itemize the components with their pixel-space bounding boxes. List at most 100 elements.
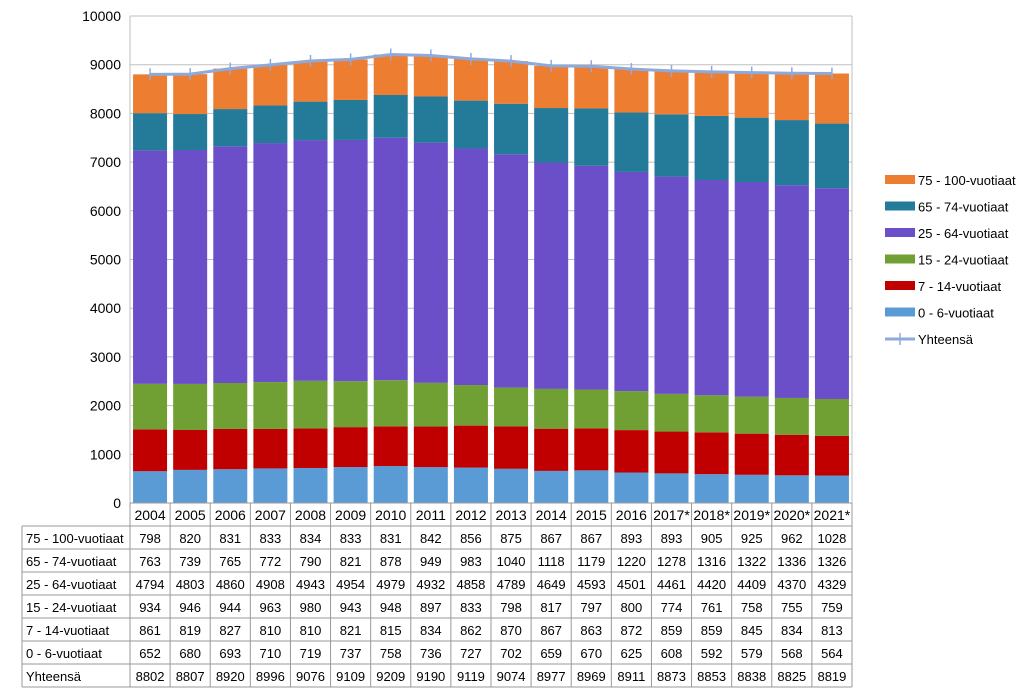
- x-tick-label: 2019*: [733, 507, 770, 523]
- table-cell-value: 9209: [376, 669, 405, 684]
- table-cell-value: 774: [661, 600, 683, 615]
- table-cell-value: 8802: [136, 669, 165, 684]
- y-axis: 0 1000 2000 3000 4000 5000 6000 7000 8000 9000 100…: [82, 8, 121, 511]
- bar-segment: [654, 473, 689, 503]
- bar-segment: [734, 72, 769, 118]
- y-tick-label: 6000: [90, 203, 121, 219]
- table-cell-value: 702: [500, 646, 522, 661]
- bar-segment: [734, 182, 769, 397]
- table-cell-value: 934: [139, 600, 161, 615]
- bar-segment: [494, 468, 529, 503]
- x-tick-label: 2015: [576, 507, 607, 523]
- bar-segment: [494, 426, 529, 469]
- bar-segment: [173, 74, 208, 115]
- table-cell-value: 944: [219, 600, 241, 615]
- table-cell-value: 4979: [376, 577, 405, 592]
- table-cell-value: 608: [661, 646, 683, 661]
- table-cell-value: 759: [821, 600, 843, 615]
- bar-segment: [534, 108, 569, 163]
- bar-segment: [694, 474, 729, 503]
- bar-segment: [373, 466, 408, 503]
- legend-label: 15 - 24-vuotiaat: [918, 253, 1009, 268]
- bar-segment: [814, 188, 849, 399]
- table-cell-value: 827: [219, 623, 241, 638]
- table-cell-value: 763: [139, 554, 161, 569]
- table-cell-value: 962: [781, 531, 803, 546]
- y-tick-label: 2000: [90, 398, 121, 414]
- y-tick-label: 4000: [90, 300, 121, 316]
- table-cell-value: 980: [300, 600, 322, 615]
- bar-segment: [453, 100, 488, 149]
- bar-segment: [253, 382, 288, 429]
- bar-segment: [173, 469, 208, 503]
- bar-segment: [133, 471, 168, 503]
- table-cell-value: 564: [821, 646, 843, 661]
- table-cell-value: 4409: [737, 577, 766, 592]
- bar-segment: [413, 55, 448, 97]
- table-cell-value: 710: [260, 646, 282, 661]
- table-cell-value: 905: [701, 531, 723, 546]
- table-cell-value: 4794: [136, 577, 165, 592]
- x-tick-label: 2016: [616, 507, 647, 523]
- bar-segment: [333, 139, 368, 382]
- table-cell-value: 831: [219, 531, 241, 546]
- bar-segment: [734, 474, 769, 503]
- bar-segment: [654, 393, 689, 432]
- bar-segment: [534, 388, 569, 429]
- bar-segment: [614, 69, 649, 113]
- bar-segment: [814, 123, 849, 189]
- bar-segment: [213, 68, 248, 110]
- bar-segment: [614, 472, 649, 503]
- bar-segment: [293, 467, 328, 503]
- table-cell-value: 4789: [497, 577, 526, 592]
- table-cell-value: 739: [179, 554, 201, 569]
- table-row-label: 75 - 100-vuotiaat: [26, 531, 124, 546]
- bar-segment: [133, 74, 168, 114]
- bar-segment: [373, 380, 408, 427]
- table-cell-value: 861: [139, 623, 161, 638]
- bar-segment: [534, 428, 569, 471]
- table-cell-value: 8996: [256, 669, 285, 684]
- bar-segment: [694, 395, 729, 433]
- bar-segment: [133, 429, 168, 472]
- table-cell-value: 680: [179, 646, 201, 661]
- x-tick-label: 2004: [134, 507, 165, 523]
- table-row-label: 15 - 24-vuotiaat: [26, 600, 117, 615]
- table-cell-value: 833: [340, 531, 362, 546]
- table-cell-value: 1322: [737, 554, 766, 569]
- table-cell-value: 4420: [697, 577, 726, 592]
- table-cell-value: 819: [179, 623, 201, 638]
- bar-segment: [574, 389, 609, 429]
- bar-segment: [253, 64, 288, 106]
- bar-segment: [333, 381, 368, 428]
- bar-segment: [574, 66, 609, 109]
- bar-segment: [774, 434, 809, 476]
- bar-segment: [373, 426, 408, 467]
- bar-segment: [293, 60, 328, 102]
- table-cell-value: 948: [380, 600, 402, 615]
- bar-segment: [654, 114, 689, 177]
- legend-swatch: [885, 281, 915, 290]
- x-tick-label: 2008: [295, 507, 326, 523]
- table-cell-value: 625: [621, 646, 643, 661]
- table-cell-value: 727: [460, 646, 482, 661]
- legend-label: 75 - 100-vuotiaat: [918, 173, 1016, 188]
- table-cell-value: 693: [219, 646, 241, 661]
- bar-segment: [774, 475, 809, 503]
- table-cell-value: 4461: [657, 577, 686, 592]
- table-cell-value: 949: [420, 554, 442, 569]
- bar-segment: [774, 185, 809, 398]
- bar-segment: [333, 427, 368, 468]
- table-cell-value: 670: [580, 646, 602, 661]
- bar-segment: [213, 109, 248, 147]
- legend-swatch: [885, 175, 915, 184]
- table-cell-value: 592: [701, 646, 723, 661]
- gridlines: [129, 15, 853, 504]
- bar-segment: [614, 430, 649, 473]
- bar-segment: [654, 70, 689, 115]
- table-cell-value: 859: [701, 623, 723, 638]
- table-cell-value: 1028: [817, 531, 846, 546]
- table-cell-value: 833: [260, 531, 282, 546]
- bar-segment: [293, 428, 328, 468]
- bar-segment: [614, 171, 649, 392]
